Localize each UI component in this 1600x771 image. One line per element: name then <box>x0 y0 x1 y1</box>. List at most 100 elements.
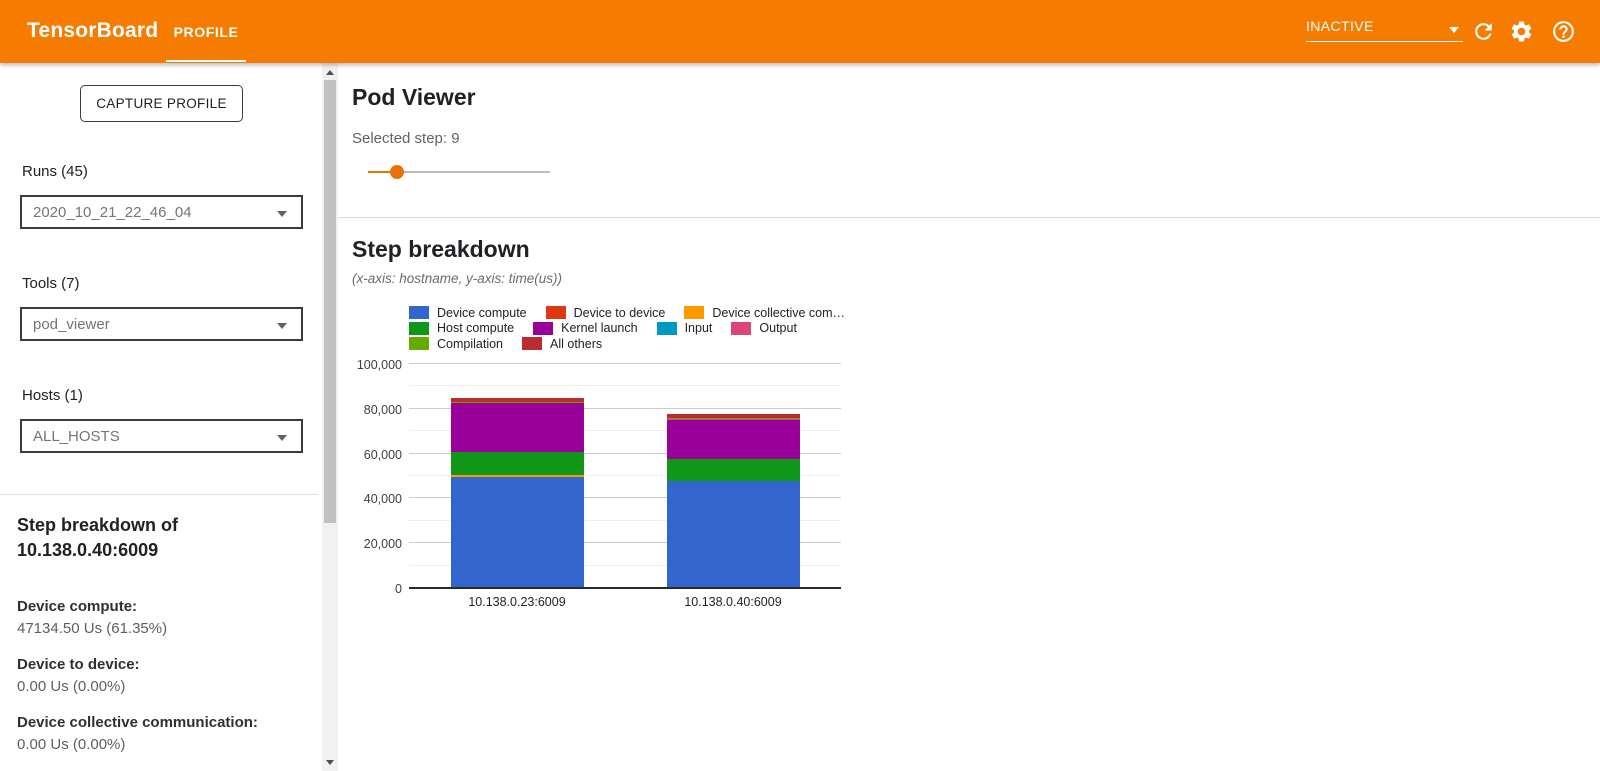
legend-label: Device to device <box>573 305 666 320</box>
gridline <box>409 497 841 499</box>
bar-segment-compilation[interactable] <box>666 417 800 420</box>
x-axis-label: 10.138.0.40:6009 <box>684 595 782 609</box>
legend-item: Input <box>656 321 713 336</box>
hosts-label: Hosts (1) <box>22 387 83 404</box>
legend-label: Kernel launch <box>561 321 638 336</box>
help-button[interactable] <box>1551 19 1576 44</box>
page-title: Pod Viewer <box>352 84 476 110</box>
step-breakdown-chart: Device compute Device to device Device col… <box>352 302 872 612</box>
legend-label: All others <box>550 336 603 351</box>
legend-swatch <box>522 337 543 351</box>
bar-segment-device-compute[interactable] <box>666 481 800 587</box>
legend-label: Device collective com… <box>712 305 846 320</box>
stat-item: Device compute: 47134.50 Us (61.35%) <box>17 596 322 640</box>
settings-icon <box>1511 21 1532 42</box>
legend-swatch <box>731 321 752 335</box>
legend-swatch <box>409 337 429 351</box>
legend-label: Host compute <box>437 321 515 336</box>
legend-swatch <box>409 306 429 320</box>
legend-swatch <box>656 321 677 335</box>
dropdown-arrow-icon <box>1449 27 1459 33</box>
bar-10.138.0.23:6009[interactable] <box>450 397 584 587</box>
dropdown-arrow-icon <box>277 323 287 329</box>
status-dropdown-value: INACTIVE <box>1306 18 1374 34</box>
gridline <box>409 564 841 566</box>
sidebar-divider <box>0 494 318 495</box>
stat-label: Device compute: <box>17 598 138 615</box>
tools-select[interactable]: pod_viewer <box>20 307 303 341</box>
tools-select-value: pod_viewer <box>33 315 110 333</box>
scrollbar-thumb[interactable] <box>324 80 336 523</box>
runs-select-value: 2020_10_21_22_46_04 <box>33 203 192 221</box>
scroll-up-arrow-icon[interactable] <box>322 65 338 79</box>
slider-track[interactable] <box>368 171 550 173</box>
legend-item: Device compute <box>409 306 527 320</box>
bar-10.138.0.40:6009[interactable] <box>666 414 800 587</box>
legend-label: Input <box>684 321 713 336</box>
legend-swatch <box>409 321 429 335</box>
header-bar: TensorBoard PROFILE INACTIVE <box>0 0 1600 63</box>
legend-item: All others <box>522 337 602 351</box>
bar-segment-host-compute[interactable] <box>450 451 584 475</box>
legend-swatch <box>545 306 566 320</box>
gridline <box>409 385 841 387</box>
section-title: Step breakdown <box>352 236 530 262</box>
breakdown-title: Step breakdown of 10.138.0.40:6009 <box>17 515 179 560</box>
capture-profile-button[interactable]: CAPTURE PROFILE <box>80 85 243 122</box>
hosts-select[interactable]: ALL_HOSTS <box>20 419 303 453</box>
bar-segment-host-compute[interactable] <box>666 459 800 482</box>
legend-label: Output <box>759 321 797 336</box>
scroll-down-arrow-icon[interactable] <box>322 755 338 769</box>
runs-select[interactable]: 2020_10_21_22_46_04 <box>20 195 303 229</box>
y-tick-label: 100,000 <box>356 358 402 372</box>
selected-step-label: Selected step: 9 <box>352 130 460 147</box>
axis-note: (x-axis: hostname, y-axis: time(us)) <box>352 271 563 286</box>
bar-segment-device-compute[interactable] <box>450 476 584 587</box>
tab-profile[interactable]: PROFILE <box>166 0 246 63</box>
x-axis-label: 10.138.0.23:6009 <box>468 595 566 609</box>
legend-item: Compilation <box>409 337 503 351</box>
bar-segment-all-others[interactable] <box>450 397 584 402</box>
stat-item: Device collective communication: 0.00 Us … <box>17 712 322 756</box>
y-axis-labels: 0 20,000 40,000 60,000 80,000 100,000 <box>352 358 402 596</box>
bar-segment-kernel-launch[interactable] <box>450 403 584 452</box>
gridline <box>409 542 841 544</box>
status-dropdown[interactable]: INACTIVE <box>1306 18 1463 42</box>
sidebar-scrollbar[interactable] <box>322 63 338 771</box>
y-tick-label: 0 <box>395 582 402 596</box>
bar-segment-device-collective-communication[interactable] <box>450 475 584 477</box>
tools-label: Tools (7) <box>22 275 80 292</box>
dropdown-arrow-icon <box>277 211 287 217</box>
stat-value: 47134.50 Us (61.35%) <box>17 620 168 637</box>
step-slider[interactable] <box>360 164 556 180</box>
y-tick-label: 40,000 <box>363 492 402 507</box>
legend-row: Compilation All others <box>409 336 845 352</box>
refresh-button[interactable] <box>1471 19 1496 44</box>
legend-item: Kernel launch <box>533 321 638 336</box>
stat-item: Device to device: 0.00 Us (0.00%) <box>17 654 322 698</box>
gridline <box>409 475 841 476</box>
legend-row: Device compute Device to device Device col… <box>409 305 845 321</box>
slider-thumb[interactable] <box>390 165 404 179</box>
settings-button[interactable] <box>1509 19 1534 44</box>
legend-item: Device to device <box>545 305 666 320</box>
gridline <box>409 452 841 454</box>
legend-item: Device collective com… <box>684 306 845 320</box>
dropdown-arrow-icon <box>277 435 287 441</box>
bar-segment-kernel-launch[interactable] <box>666 420 800 460</box>
legend-row: Host compute Kernel launch Input Output <box>409 321 845 337</box>
tab-profile-label: PROFILE <box>173 23 239 40</box>
bar-segment-compilation[interactable] <box>450 401 584 404</box>
bar-segment-output[interactable] <box>666 419 800 421</box>
slider-fill <box>368 171 398 173</box>
legend-label: Device compute <box>437 305 527 320</box>
section-divider <box>338 217 1600 218</box>
legend-item: Output <box>731 321 797 335</box>
y-tick-label: 60,000 <box>363 447 402 462</box>
bar-segment-all-others[interactable] <box>666 414 800 418</box>
y-tick-label: 80,000 <box>363 402 402 417</box>
refresh-icon <box>1475 23 1492 40</box>
app-title: TensorBoard <box>27 19 159 42</box>
tab-active-indicator <box>166 60 246 62</box>
